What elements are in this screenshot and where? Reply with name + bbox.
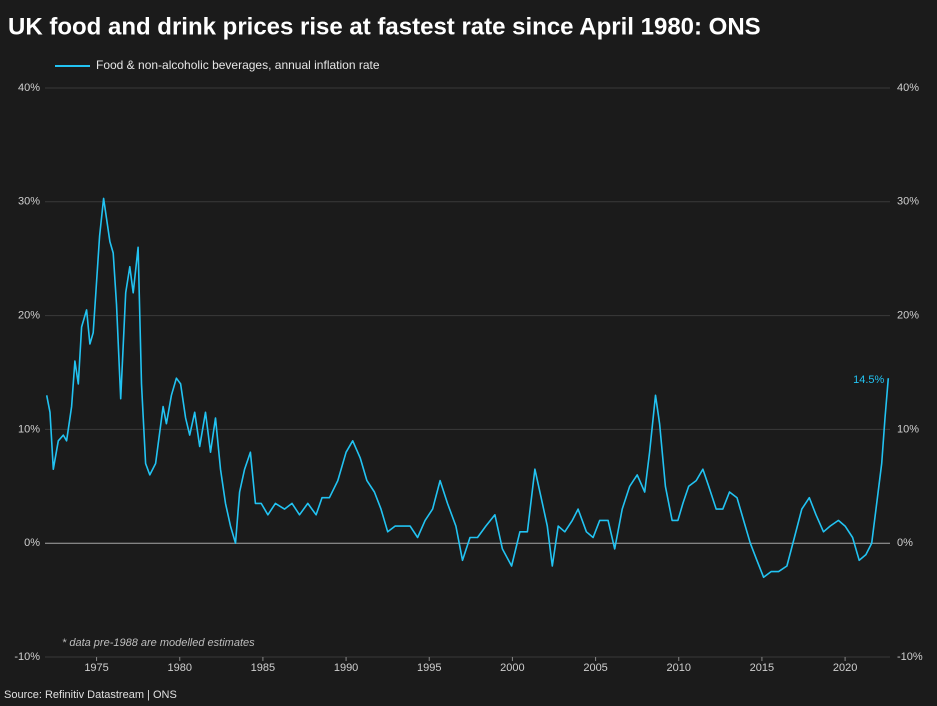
y-tick-label: -10% (14, 651, 40, 663)
x-tick-label: 1995 (417, 662, 441, 674)
y2-tick-label: 0% (897, 537, 913, 549)
x-tick-label: 1980 (167, 662, 191, 674)
y2-tick-label: 20% (897, 310, 919, 322)
y-tick-label: 0% (24, 537, 40, 549)
legend-label: Food & non-alcoholic beverages, annual i… (96, 58, 380, 72)
series-line (45, 197, 890, 579)
note: * data pre-1988 are modelled estimates (62, 637, 255, 649)
y2-tick-label: 30% (897, 196, 919, 208)
x-tick-label: 2010 (667, 662, 691, 674)
x-tick-label: 1990 (334, 662, 358, 674)
x-tick-label: 1975 (84, 662, 108, 674)
x-tick-label: 2020 (833, 662, 857, 674)
y2-tick-label: 40% (897, 82, 919, 94)
y2-tick-label: -10% (897, 651, 923, 663)
y-tick-label: 20% (18, 310, 40, 322)
annotation: 14.5% (853, 374, 884, 386)
x-tick-label: 2000 (500, 662, 524, 674)
source: Source: Refinitiv Datastream | ONS (4, 689, 177, 701)
x-tick-label: 2015 (750, 662, 774, 674)
y-tick-label: 40% (18, 82, 40, 94)
y2-tick-label: 10% (897, 423, 919, 435)
x-tick-label: 1985 (251, 662, 275, 674)
chart-title: UK food and drink prices rise at fastest… (8, 13, 761, 40)
y-tick-label: 10% (18, 423, 40, 435)
y-tick-label: 30% (18, 196, 40, 208)
x-tick-label: 2005 (583, 662, 607, 674)
